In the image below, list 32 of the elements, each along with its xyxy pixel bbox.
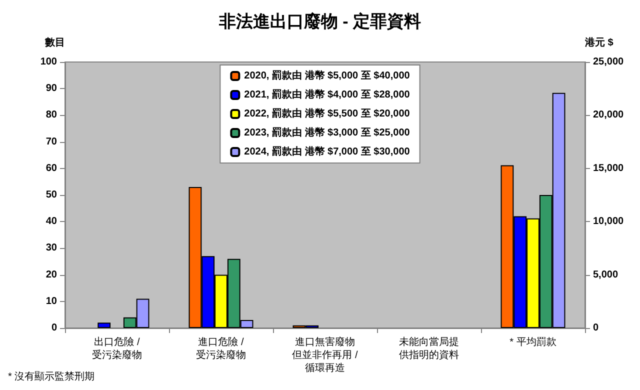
y-tick-label: 90 bbox=[46, 83, 58, 94]
y-tick-label: 20 bbox=[46, 269, 58, 280]
x-tick-label: 進口危險 / 受污染廢物 bbox=[196, 336, 246, 361]
legend-label: 2024, 罰款由 港幣 $7,000 至 $30,000 bbox=[244, 146, 410, 158]
legend-label: 2021, 罰款由 港幣 $4,000 至 $28,000 bbox=[244, 88, 410, 100]
y-tick-label: 30 bbox=[46, 242, 58, 254]
text: * 沒有顯示監禁刑期 bbox=[8, 370, 95, 382]
y2-tick-label: 20,000 bbox=[593, 110, 624, 121]
y-tick-label: 80 bbox=[46, 110, 58, 121]
bar bbox=[98, 322, 111, 328]
x-tick-label: * 平均罰款 bbox=[510, 336, 556, 348]
y2-tick-label: 15,000 bbox=[593, 162, 624, 174]
y-tick-label: 70 bbox=[46, 136, 58, 148]
y2-tick-label: 10,000 bbox=[593, 216, 624, 228]
y-axis-title: 數目 bbox=[44, 36, 65, 48]
x-tick-label: 出口危險 / 受污染廢物 bbox=[92, 336, 142, 361]
y-tick-label: 50 bbox=[46, 190, 58, 200]
y2-tick-label: 5,000 bbox=[593, 269, 618, 280]
y-tick-label: 40 bbox=[46, 216, 58, 228]
y-tick-label: 60 bbox=[46, 162, 58, 174]
y2-axis-title: 港元 $ bbox=[584, 36, 614, 48]
y-tick-label: 10 bbox=[46, 296, 58, 307]
legend-label: 2023, 罰款由 港幣 $3,000 至 $25,000 bbox=[244, 126, 410, 138]
y-tick-label: 100 bbox=[40, 56, 58, 68]
y2-tick-label: 25,000 bbox=[593, 56, 624, 68]
x-tick-label: 進口無害廢物但並非作再用 / 循環再造 bbox=[292, 336, 358, 374]
y2-tick-label: 0 bbox=[593, 322, 599, 334]
legend-label: 2020, 罰款由 港幣 $5,000 至 $40,000 bbox=[244, 70, 410, 82]
x-tick-label: 未能向當局提供指明的資料 bbox=[399, 336, 459, 361]
y-tick-label: 0 bbox=[51, 322, 58, 334]
legend-label: 2022, 罰款由 港幣 $5,500 至 $20,000 bbox=[244, 108, 410, 120]
chart-title: 非法進出口廢物 - 定罪資料 bbox=[218, 12, 422, 31]
